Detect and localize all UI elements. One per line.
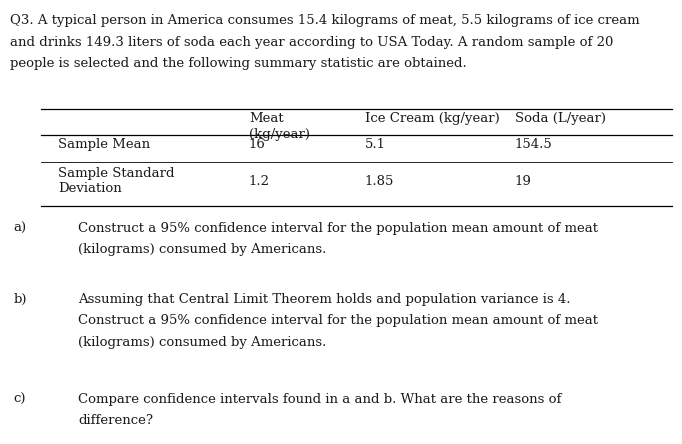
Text: 1.85: 1.85 xyxy=(365,175,394,188)
Text: Construct a 95% confidence interval for the population mean amount of meat: Construct a 95% confidence interval for … xyxy=(78,314,598,327)
Text: 5.1: 5.1 xyxy=(365,138,386,151)
Text: (kilograms) consumed by Americans.: (kilograms) consumed by Americans. xyxy=(78,336,327,349)
Text: Construct a 95% confidence interval for the population mean amount of meat: Construct a 95% confidence interval for … xyxy=(78,222,598,235)
Text: Sample Standard
Deviation: Sample Standard Deviation xyxy=(58,166,175,195)
Text: and drinks 149.3 liters of soda each year according to USA Today. A random sampl: and drinks 149.3 liters of soda each yea… xyxy=(10,36,614,48)
Text: Ice Cream (kg/year): Ice Cream (kg/year) xyxy=(365,112,500,125)
Text: Compare confidence intervals found in a and b. What are the reasons of: Compare confidence intervals found in a … xyxy=(78,393,562,406)
Text: 154.5: 154.5 xyxy=(515,138,552,151)
Text: a): a) xyxy=(14,222,27,235)
Text: Soda (L/year): Soda (L/year) xyxy=(515,112,606,125)
Text: 19: 19 xyxy=(515,175,532,188)
Text: Meat
(kg/year): Meat (kg/year) xyxy=(249,112,310,141)
Text: b): b) xyxy=(14,293,27,306)
Text: people is selected and the following summary statistic are obtained.: people is selected and the following sum… xyxy=(10,57,467,70)
Text: 1.2: 1.2 xyxy=(249,175,270,188)
Text: Assuming that Central Limit Theorem holds and population variance is 4.: Assuming that Central Limit Theorem hold… xyxy=(78,293,571,306)
Text: (kilograms) consumed by Americans.: (kilograms) consumed by Americans. xyxy=(78,243,327,256)
Text: 16: 16 xyxy=(249,138,266,151)
Text: Sample Mean: Sample Mean xyxy=(58,138,150,151)
Text: difference?: difference? xyxy=(78,414,153,427)
Text: Q3. A typical person in America consumes 15.4 kilograms of meat, 5.5 kilograms o: Q3. A typical person in America consumes… xyxy=(10,14,640,27)
Text: c): c) xyxy=(14,393,26,406)
